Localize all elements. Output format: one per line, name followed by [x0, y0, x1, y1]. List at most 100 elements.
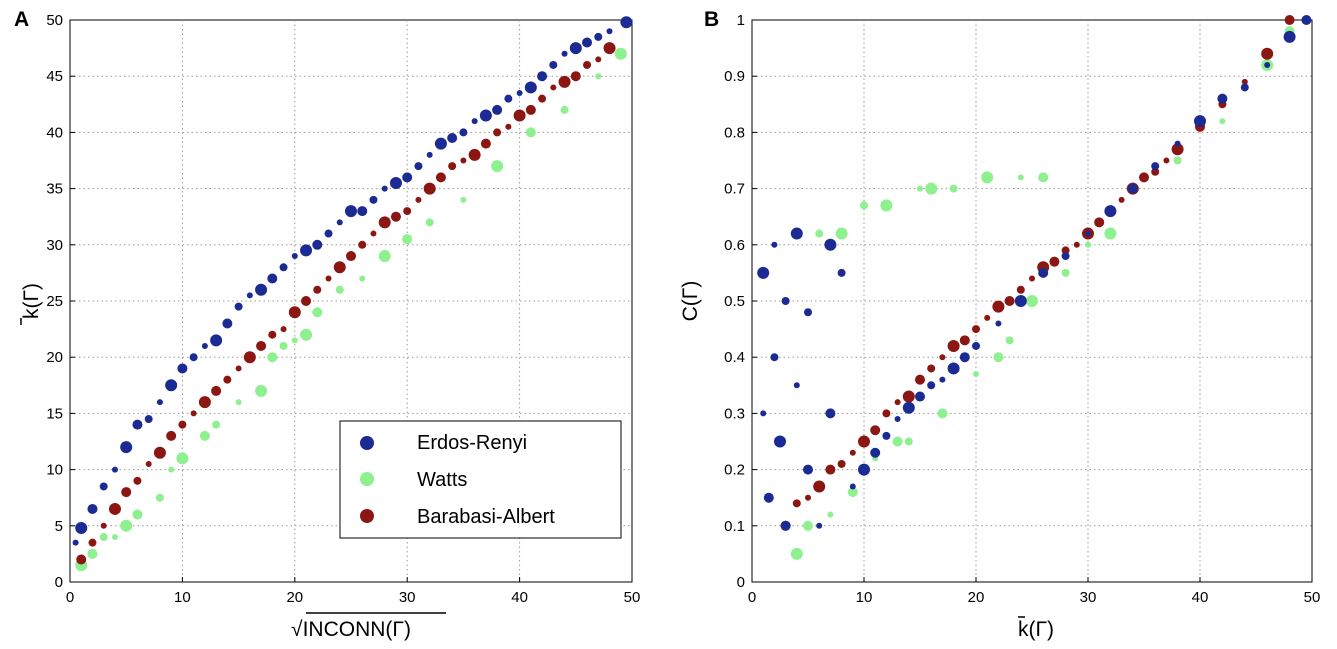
panel-b-point-barabasi-albert: [1029, 275, 1035, 282]
panel-b-point-watts: [917, 185, 923, 192]
panel-b-point-barabasi-albert: [992, 300, 1005, 313]
panel-a-xtick-label: 40: [511, 589, 528, 606]
panel-a-point-barabasi-albert: [435, 172, 446, 183]
panel-a-point-barabasi-albert: [583, 60, 592, 69]
panel-b-point-barabasi-albert: [959, 335, 970, 346]
panel-a-point-watts: [255, 384, 268, 397]
legend-item-barabasi-albert: Barabasi-Albert: [360, 506, 555, 528]
panel-a-point-barabasi-albert: [378, 216, 391, 229]
panel-a-point-barabasi-albert: [358, 240, 367, 249]
panel-a-point-erdos-renyi: [582, 37, 593, 48]
panel-a-point-barabasi-albert: [550, 84, 557, 91]
panel-b-point-erdos-renyi: [837, 268, 846, 277]
panel-b-point-watts: [1219, 118, 1226, 125]
panel-b-point-watts: [1104, 227, 1117, 240]
panel-a-point-watts: [87, 548, 98, 559]
panel-b-point-barabasi-albert: [915, 374, 925, 385]
panel-b-ytick-label: 0.9: [724, 68, 745, 85]
panel-b-point-erdos-renyi: [790, 227, 803, 240]
panel-a-point-barabasi-albert: [538, 94, 547, 103]
panel-a-point-watts: [199, 430, 210, 441]
panel-a-xtick-label: 0: [66, 589, 74, 606]
panel-b-point-barabasi-albert: [1049, 256, 1060, 267]
panel-a-point-erdos-renyi: [144, 415, 153, 424]
panel-a-xtick-label: 30: [399, 589, 416, 606]
panel-b-ylabel: C(Γ): [679, 281, 702, 322]
panel-b-point-erdos-renyi: [959, 352, 970, 363]
panel-b-point-barabasi-albert: [1151, 167, 1160, 176]
panel-b-point-watts: [993, 352, 1004, 363]
panel-b-point-watts: [981, 171, 994, 184]
legend: Erdos-Renyi Watts Barabasi-Albert: [339, 420, 622, 539]
panel-a-point-barabasi-albert: [198, 396, 211, 409]
legend-label-barabasi-albert: Barabasi-Albert: [417, 506, 555, 528]
panel-a-point-erdos-renyi: [189, 353, 198, 362]
panel-a-ticks: 0 10 20 30 40 50 0 5 10 15 20 25 30 35 40 45 50: [46, 12, 640, 606]
panel-a-point-erdos-renyi: [504, 94, 513, 103]
panel-a-point-erdos-renyi: [234, 302, 243, 311]
panel-b-point-watts: [925, 182, 938, 195]
panel-a-point-barabasi-albert: [223, 375, 232, 384]
panel-b-point-barabasi-albert: [1261, 47, 1274, 60]
panel-b-point-watts: [847, 487, 858, 498]
panel-b-point-barabasi-albert: [813, 480, 826, 493]
legend-marker-barabasi-albert: [360, 509, 374, 523]
panel-a: A 0 10 20 30 40 50 0 5 10 15 20 25 30 35 40 45 50 √INCON…: [14, 8, 640, 641]
panel-a-point-erdos-renyi: [246, 292, 253, 299]
panel-b-point-watts: [880, 199, 893, 212]
panel-b-point-erdos-renyi: [972, 341, 980, 350]
panel-a-point-barabasi-albert: [513, 109, 526, 122]
panel-a-point-barabasi-albert: [480, 138, 491, 149]
panel-b-point-watts: [835, 227, 848, 240]
panel-b-point-erdos-renyi: [1127, 183, 1138, 194]
panel-b-point-erdos-renyi: [760, 410, 767, 417]
panel-b-point-barabasi-albert: [1118, 196, 1125, 203]
panel-b-point-erdos-renyi: [915, 391, 925, 402]
panel-a-ytick-label: 10: [46, 462, 63, 479]
panel-b-point-erdos-renyi: [1061, 252, 1070, 261]
panel-a-points: [72, 16, 633, 572]
panel-b-point-erdos-renyi: [1174, 140, 1181, 147]
panel-a-point-erdos-renyi: [165, 379, 178, 392]
legend-item-erdos-renyi: Erdos-Renyi: [360, 432, 527, 454]
panel-a-point-erdos-renyi: [72, 539, 79, 546]
panel-b-point-watts: [1017, 174, 1024, 181]
panel-b-point-erdos-renyi: [927, 381, 936, 390]
panel-a-ytick-label: 30: [46, 237, 63, 254]
panel-b-point-erdos-renyi: [995, 320, 1002, 327]
panel-b-point-barabasi-albert: [939, 354, 946, 361]
panel-b-point-erdos-renyi: [1085, 230, 1091, 237]
panel-b-ytick-label: 0.6: [724, 237, 745, 254]
panel-b-point-watts: [790, 547, 803, 560]
panel-b-point-erdos-renyi: [816, 522, 823, 529]
panel-a-point-barabasi-albert: [243, 351, 256, 364]
panel-a-letter: A: [14, 8, 29, 31]
legend-label-erdos-renyi: Erdos-Renyi: [417, 432, 527, 454]
panel-b-point-barabasi-albert: [870, 425, 881, 436]
panel-a-point-erdos-renyi: [414, 162, 423, 171]
panel-a-point-watts: [425, 218, 434, 227]
panel-b-point-erdos-renyi: [947, 362, 960, 375]
panel-a-point-erdos-renyi: [291, 253, 298, 260]
panel-b-point-barabasi-albert: [849, 449, 856, 456]
panel-b-point-barabasi-albert: [894, 399, 901, 406]
panel-a-xtick-label: 20: [286, 589, 303, 606]
panel-a-point-erdos-renyi: [75, 522, 88, 535]
panel-a-ytick-label: 5: [55, 518, 63, 535]
panel-b: B 0 10 20 30 40 50 0 0.1 0.2 0.3 0.4 0.5 0.6 0.7 0.8 0.…: [679, 8, 1320, 641]
panel-b-ytick-label: 0.4: [724, 349, 745, 366]
panel-a-point-barabasi-albert: [301, 296, 312, 306]
panel-a-point-erdos-renyi: [255, 283, 268, 296]
panel-b-point-barabasi-albert: [1241, 78, 1248, 85]
panel-a-point-barabasi-albert: [468, 148, 481, 161]
panel-a-point-watts: [595, 73, 602, 80]
panel-b-point-watts: [937, 408, 948, 419]
panel-a-point-erdos-renyi: [434, 137, 447, 150]
panel-a-point-watts: [335, 285, 344, 294]
panel-a-point-watts: [120, 519, 133, 532]
panel-b-xlabel: k(Γ): [1018, 618, 1054, 641]
panel-b-point-barabasi-albert: [1163, 157, 1170, 164]
panel-b-point-erdos-renyi: [1240, 83, 1249, 92]
panel-b-ytick-label: 0: [737, 574, 745, 591]
panel-a-point-erdos-renyi: [87, 503, 98, 514]
